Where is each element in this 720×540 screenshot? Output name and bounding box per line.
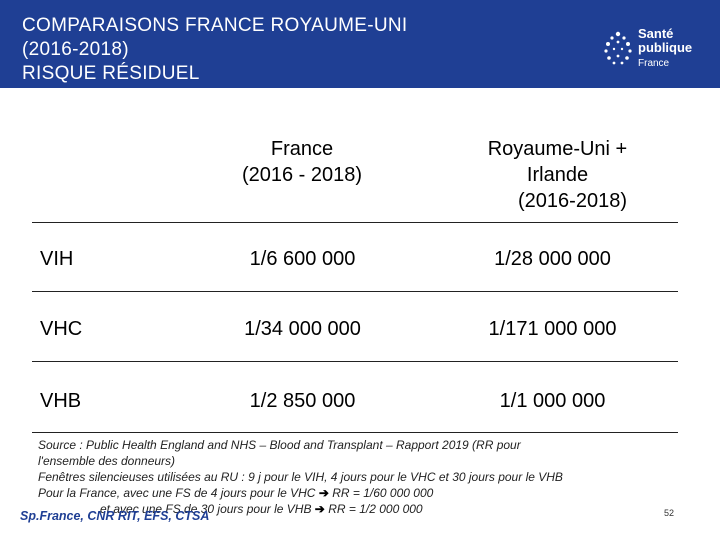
cell-vhc-france: 1/34 000 000 [244,318,361,340]
column-header-france: France (2016 - 2018) [241,138,363,186]
cell-vhb-france: 1/2 850 000 [249,390,356,412]
table-rule-header [32,222,678,223]
row-label-vih: VIH [40,248,74,270]
cell-vih-france: 1/6 600 000 [249,248,356,270]
sante-publique-logo: Santé publique France [600,24,710,80]
arrow-right-icon: ➔ [314,502,325,516]
cell-vih-uk: 1/28 000 000 [494,248,611,270]
logo-wordmark: Santé publique [638,26,693,55]
column-header-uk: Royaume-Uni + Irlande (2016-2018) [487,138,628,212]
footer-credit: Sp.France, CNR RIT, EFS, CTSA [20,509,210,523]
page-title: COMPARAISONS FRANCE ROYAUME-UNI (2016-20… [22,14,407,86]
page-number: 52 [664,508,675,518]
title-line-2: (2016-2018) [22,39,129,60]
header-banner: COMPARAISONS FRANCE ROYAUME-UNI (2016-20… [0,0,720,88]
dots-logo-icon [604,31,632,65]
logo-country: France [638,58,670,69]
source-notes: Source : Public Health England and NHS –… [38,438,563,516]
arrow-right-icon: ➔ [318,486,329,500]
cell-vhb-uk: 1/1 000 000 [499,390,606,412]
table-rule-3 [32,432,678,433]
cell-vhc-uk: 1/171 000 000 [488,318,617,340]
table-rule-1 [32,291,678,292]
row-label-vhb: VHB [40,390,82,412]
row-label-vhc: VHC [40,318,83,340]
title-line-3: RISQUE RÉSIDUEL [22,63,200,84]
title-line-1: COMPARAISONS FRANCE ROYAUME-UNI [22,15,408,36]
table-rule-2 [32,361,678,362]
